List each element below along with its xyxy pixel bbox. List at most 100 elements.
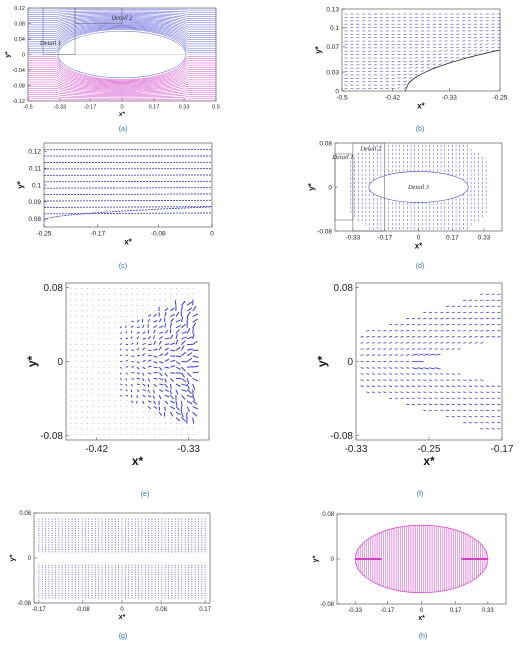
vector (406, 379, 410, 381)
panel-caption: (h) (419, 633, 428, 640)
vector (463, 342, 467, 344)
vector (497, 46, 501, 49)
vector (406, 348, 410, 350)
lower-streamline (28, 94, 216, 98)
vector (147, 329, 150, 334)
lower-streamline (28, 69, 216, 85)
vector (457, 385, 461, 387)
x-tick-label: 0 (120, 607, 124, 613)
vector (479, 43, 483, 45)
vector (136, 354, 140, 357)
vector (451, 403, 455, 406)
vector (192, 327, 194, 334)
vector (181, 372, 185, 378)
vector (468, 379, 472, 381)
vector (400, 354, 404, 356)
vector (142, 324, 145, 329)
vector (388, 342, 393, 344)
vector (174, 300, 177, 306)
vector (468, 299, 472, 302)
vector (153, 341, 157, 345)
vector (420, 60, 424, 62)
detail-annotation: Detail 1 (331, 154, 353, 161)
vector (164, 383, 169, 388)
vector (366, 373, 370, 375)
vector (186, 406, 190, 412)
y-tick-label: 0.11 (29, 165, 42, 172)
vector (388, 397, 393, 400)
vector (403, 74, 407, 76)
vector (192, 318, 198, 323)
vector (175, 325, 181, 329)
vector (457, 305, 461, 308)
panel-b: -0.5 -0.42 -0.33 -0.25 0.13 0.1 0.07 0.03 0 x* y* (… (314, 6, 508, 133)
vector (377, 342, 381, 344)
x-tick-label: 0 (120, 105, 123, 111)
plot-frame (341, 8, 501, 92)
lower-streamline (28, 77, 216, 89)
vector (388, 367, 393, 369)
vector (120, 337, 123, 340)
vector (485, 403, 490, 406)
vector (497, 43, 501, 45)
vector (397, 80, 401, 83)
vector (417, 329, 421, 332)
vector (397, 83, 401, 86)
vector (131, 355, 135, 358)
vector (451, 397, 455, 400)
vector (186, 328, 191, 334)
x-tick-label: 0.08 (155, 607, 167, 613)
y-tick-label: 0.03 (326, 69, 339, 76)
vector (423, 385, 427, 387)
vector (426, 63, 430, 66)
vector (474, 409, 478, 412)
vector (366, 342, 370, 344)
vector (468, 415, 472, 418)
x-tick-label: -0.08 (76, 607, 90, 613)
vector (131, 320, 134, 323)
x-tick-label: -0.33 (54, 105, 67, 111)
vector (463, 421, 467, 424)
streamline (43, 212, 213, 215)
vector (446, 373, 450, 375)
vector (497, 409, 501, 412)
vector (400, 391, 404, 394)
vector (175, 339, 179, 345)
vector (474, 299, 478, 302)
y-axis-label: y* (25, 355, 39, 367)
vector (170, 400, 175, 404)
vector (444, 50, 448, 52)
vector (457, 379, 461, 381)
vector (417, 397, 421, 400)
y-tick-label: 0.1 (32, 182, 41, 189)
vector (468, 329, 472, 332)
x-tick-label: -0.17 (90, 231, 105, 238)
vector (415, 60, 419, 62)
vector (491, 40, 495, 42)
vector (397, 74, 401, 76)
vector (423, 373, 427, 375)
vector (130, 383, 133, 387)
vector (186, 372, 192, 378)
vector (474, 391, 478, 394)
vector (383, 348, 387, 350)
vector (175, 329, 180, 334)
vector (371, 348, 375, 350)
vector (428, 329, 433, 332)
vector (170, 349, 176, 352)
vector (420, 70, 424, 72)
upper-streamline (28, 24, 216, 43)
vector (474, 323, 478, 326)
vector (485, 293, 490, 296)
upper-streamline (28, 24, 216, 40)
y-axis-label: y* (9, 554, 16, 561)
vector (125, 378, 128, 381)
vector (479, 40, 483, 42)
vector (450, 56, 454, 59)
vector (175, 406, 180, 411)
vector (432, 60, 436, 62)
vector (428, 311, 433, 314)
vector (147, 354, 152, 357)
vector (192, 417, 195, 424)
vector (169, 383, 172, 389)
